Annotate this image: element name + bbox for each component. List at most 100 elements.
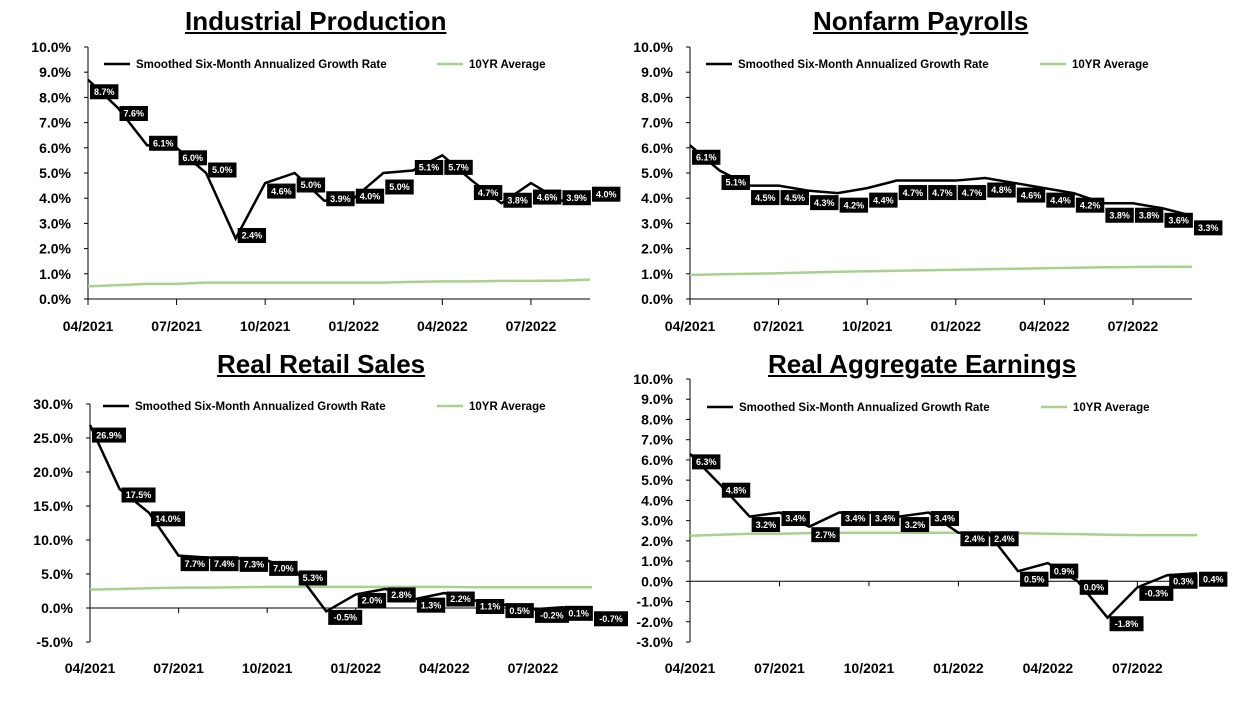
data-label-text: 3.8% — [1139, 210, 1160, 220]
y-tick-label: 5.0% — [39, 165, 71, 181]
series-line-10yr-average — [87, 278, 591, 288]
y-tick-label: 10.0% — [31, 39, 71, 55]
series-line-10yr-average — [89, 585, 592, 591]
legend-label-growth: Smoothed Six-Month Annualized Growth Rat… — [136, 59, 387, 71]
data-label-text: 0.5% — [1024, 574, 1045, 584]
data-label: 5.0% — [208, 162, 237, 178]
data-label: 6.0% — [178, 150, 207, 166]
data-label: 2.7% — [811, 527, 840, 543]
data-label-text: 8.7% — [94, 87, 115, 97]
y-tick-label: 6.0% — [641, 452, 673, 468]
data-label: 3.4% — [930, 511, 959, 527]
data-label: 4.8% — [987, 182, 1016, 198]
data-label-box — [721, 174, 750, 190]
x-tick-label: 04/2021 — [665, 318, 716, 334]
data-label-text: 4.8% — [726, 485, 747, 495]
data-label-box — [475, 599, 505, 615]
data-label: 4.6% — [532, 189, 562, 205]
chart-industrial-production: 0.0% 1.0% 2.0% 3.0% 4.0% 5.0% 6.0% 7.0% 8.0% 9.0%… — [31, 39, 621, 334]
data-label-box — [592, 186, 621, 202]
data-label-text: 3.6% — [1168, 215, 1189, 225]
x-tick-label: 07/2021 — [753, 318, 804, 334]
data-label: 5.1% — [414, 159, 444, 175]
data-label-text: 7.6% — [123, 109, 144, 119]
data-label-text: 4.3% — [814, 198, 835, 208]
data-label-text: -0.2% — [540, 611, 564, 621]
data-label-box — [987, 182, 1016, 198]
data-label-text: 3.8% — [1109, 210, 1130, 220]
x-tick-label: 04/2021 — [65, 660, 116, 676]
data-label: 0.3% — [1169, 573, 1198, 589]
data-label-text: -0.5% — [333, 613, 357, 623]
data-label-box — [1109, 616, 1144, 632]
y-tick-label: 8.0% — [641, 89, 673, 105]
y-tick-label: 1.0% — [641, 266, 673, 282]
data-label-box — [328, 609, 363, 625]
data-label: 3.2% — [751, 517, 781, 533]
data-label-box — [237, 228, 267, 244]
data-label: -0.3% — [1139, 585, 1174, 601]
data-label-text: 7.7% — [185, 559, 206, 569]
x-tick-label: 10/2021 — [242, 660, 293, 676]
y-tick-label: 5.0% — [641, 165, 673, 181]
data-label-box — [692, 149, 721, 165]
data-label-box — [751, 517, 781, 533]
data-label: 7.6% — [119, 105, 148, 121]
data-label-text: 2.0% — [362, 596, 383, 606]
chart-title: Real Retail Sales — [217, 349, 426, 379]
data-label-box — [121, 487, 156, 503]
data-label-box — [239, 556, 269, 572]
data-label-text: 3.4% — [875, 514, 896, 524]
data-label-text: 7.4% — [214, 559, 235, 569]
data-label: 7.0% — [269, 560, 298, 576]
data-label-text: 5.3% — [303, 573, 324, 583]
data-label-box — [208, 162, 237, 178]
data-label-text: -0.7% — [599, 614, 623, 624]
y-tick-label: 20.0% — [33, 464, 73, 480]
data-label-box — [355, 188, 385, 204]
y-tick-label: 10.0% — [33, 532, 73, 548]
data-label-text: -1.8% — [1115, 619, 1139, 629]
x-tick-label: 04/2022 — [1023, 660, 1074, 676]
data-label: 3.8% — [503, 192, 532, 208]
data-label-box — [990, 531, 1019, 547]
data-label-text: 4.6% — [271, 186, 292, 196]
data-label-box — [781, 511, 810, 527]
data-label: 14.0% — [151, 511, 186, 527]
data-label-box — [1169, 573, 1198, 589]
data-label-box — [1020, 571, 1049, 587]
data-label: 0.5% — [1020, 571, 1049, 587]
data-label-text: 2.4% — [964, 534, 985, 544]
y-tick-label: 15.0% — [33, 498, 73, 514]
data-label: 3.8% — [1105, 207, 1134, 223]
y-tick-label: -1.0% — [636, 594, 673, 610]
data-label: 7.7% — [180, 556, 209, 572]
x-tick-label: 01/2022 — [328, 318, 379, 334]
data-label-box — [416, 597, 446, 613]
data-label-box — [839, 197, 869, 213]
y-tick-label: -2.0% — [636, 614, 673, 630]
data-label-text: 4.4% — [1050, 195, 1071, 205]
data-label-box — [692, 454, 721, 470]
y-tick-label: 1.0% — [39, 266, 71, 282]
data-label: 4.8% — [721, 482, 751, 498]
data-label: 4.5% — [751, 190, 780, 206]
data-label: 2.4% — [960, 531, 989, 547]
legend-label-average: 10YR Average — [1073, 402, 1150, 414]
data-label: 0.1% — [564, 605, 593, 621]
data-label-text: 3.9% — [566, 193, 587, 203]
data-label: 26.9% — [92, 427, 126, 443]
data-label-text: 4.2% — [1080, 200, 1101, 210]
data-label-box — [780, 190, 809, 206]
data-label-text: 4.7% — [903, 188, 924, 198]
data-label-text: 4.7% — [962, 188, 983, 198]
data-label-text: 4.8% — [991, 185, 1012, 195]
x-tick-label: 10/2021 — [240, 318, 291, 334]
data-label-box — [296, 177, 326, 193]
data-label-box — [564, 605, 593, 621]
y-tick-label: 2.0% — [39, 241, 71, 257]
chart-nonfarm-payrolls: 0.0% 1.0% 2.0% 3.0% 4.0% 5.0% 6.0% 7.0% 8.0% 9.0%… — [633, 39, 1223, 334]
data-label: 3.9% — [326, 191, 355, 207]
